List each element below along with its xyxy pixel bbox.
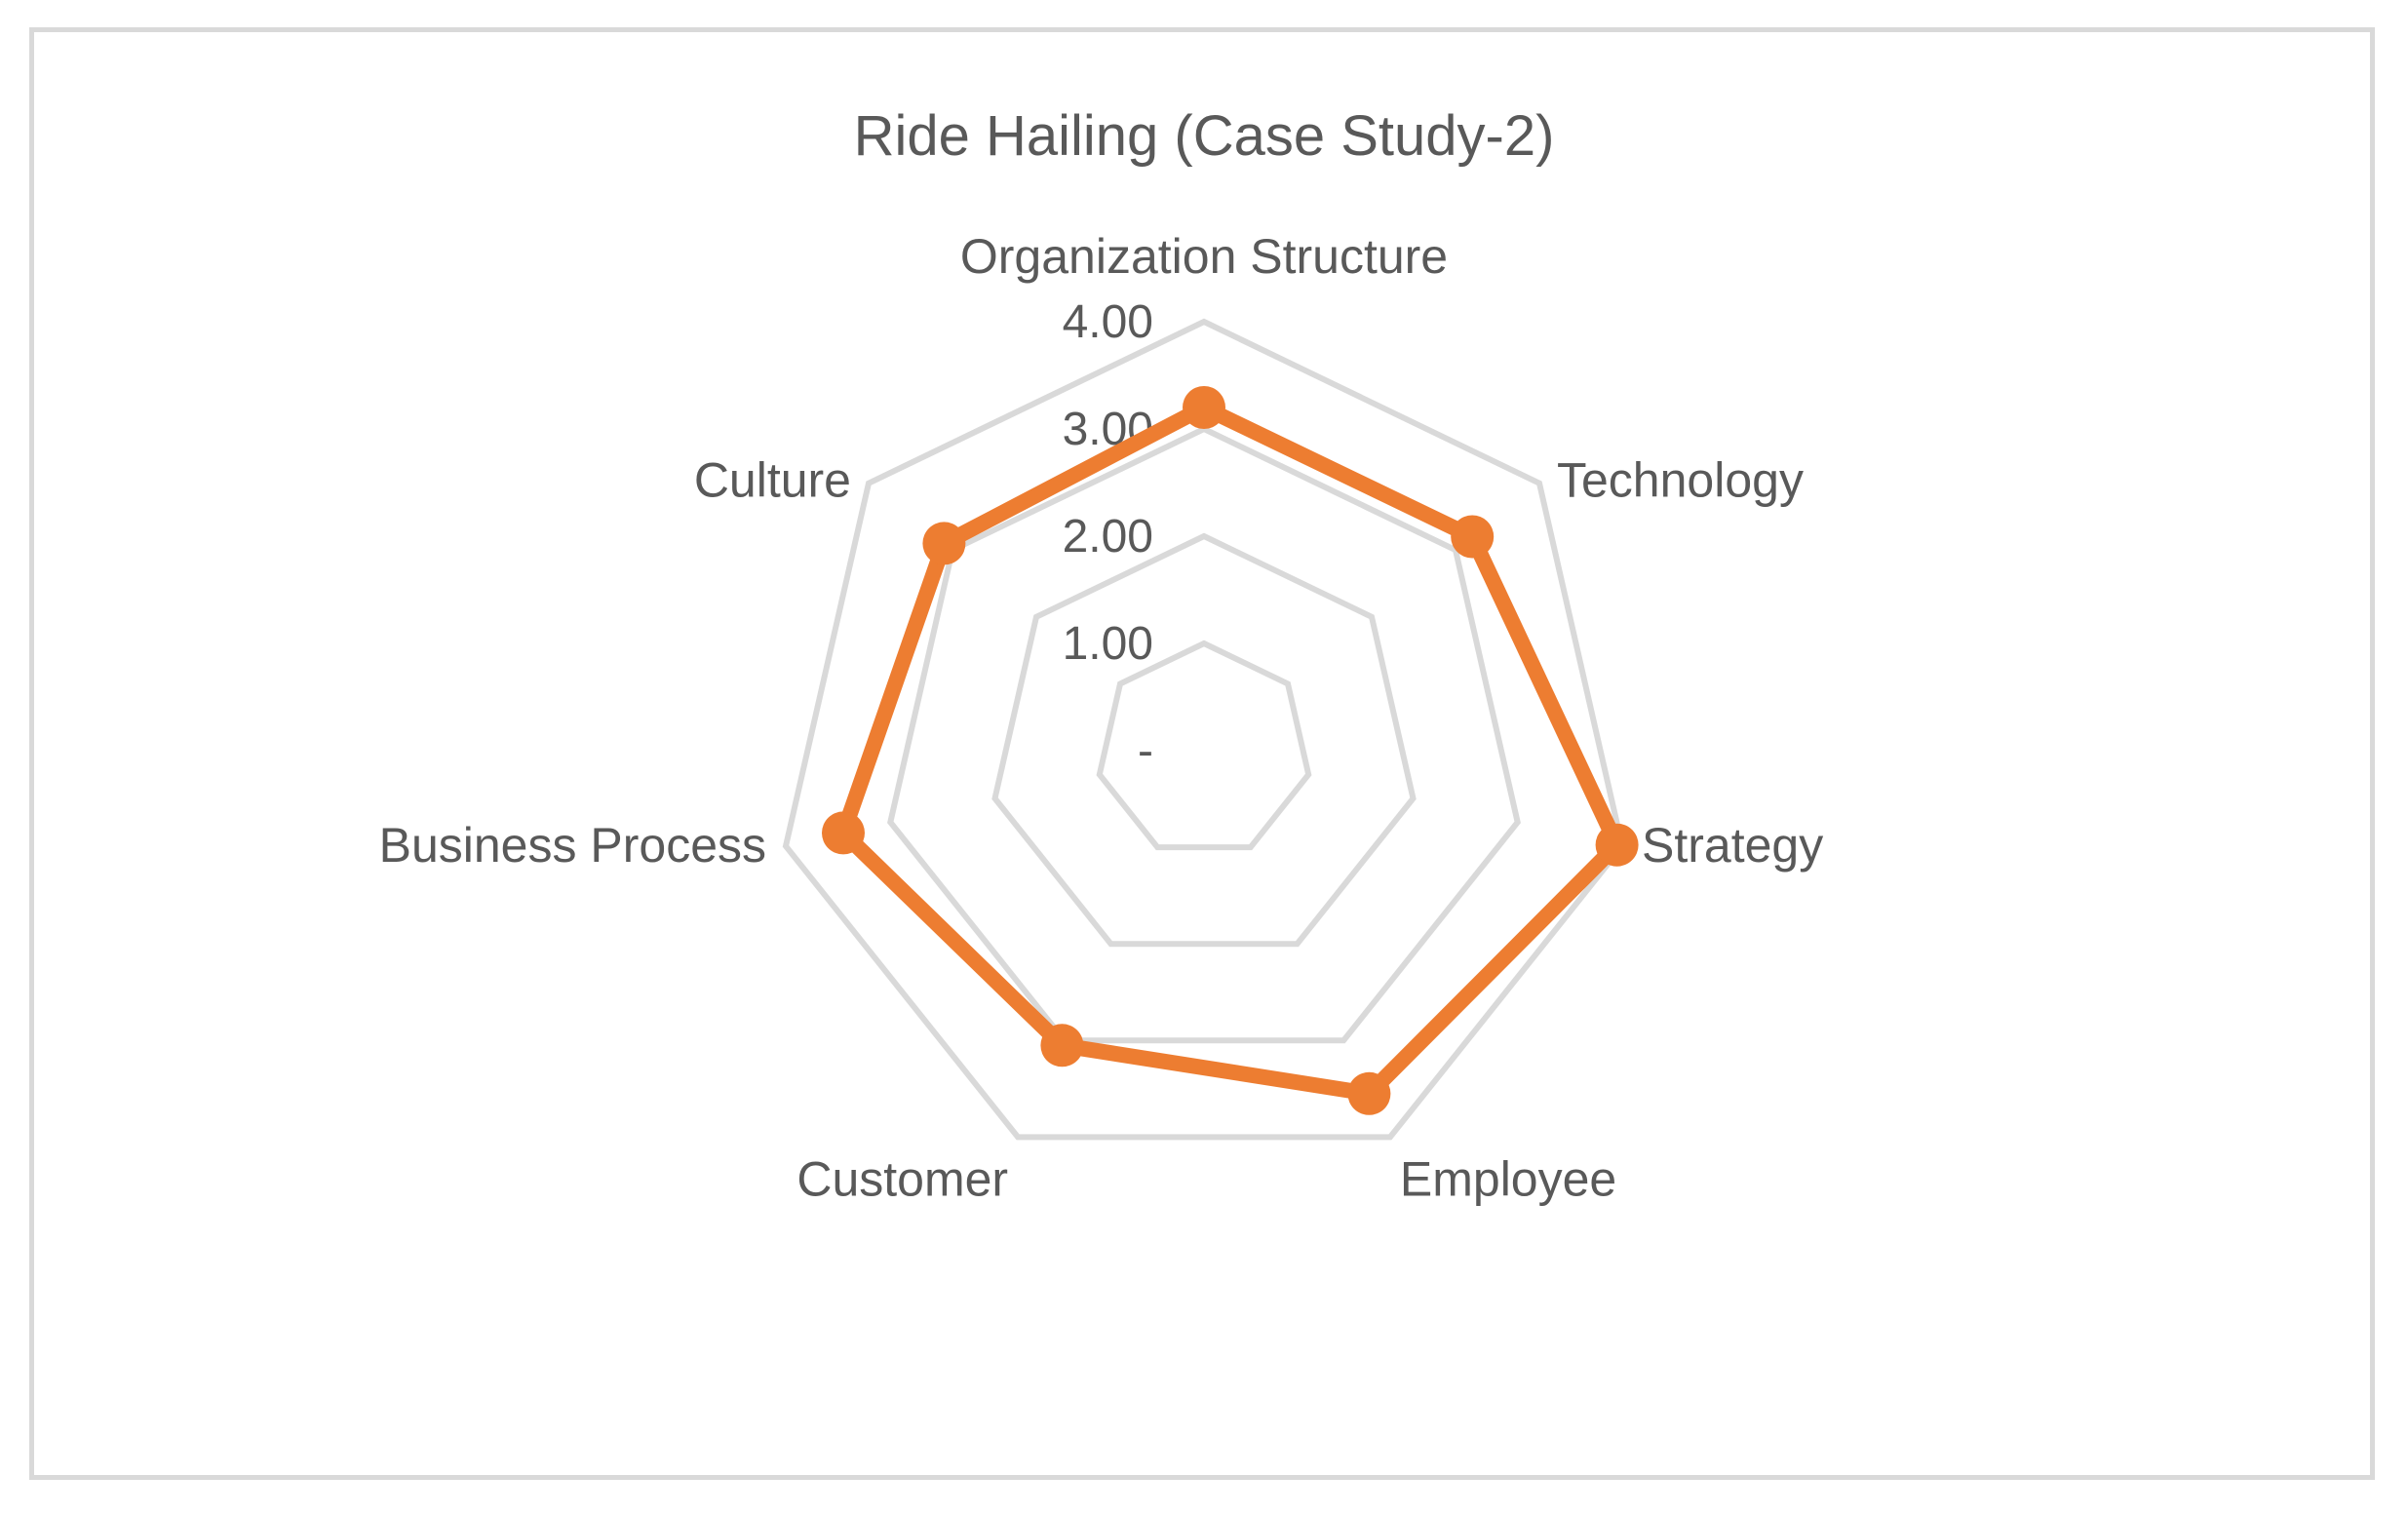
category-label: Organization Structure [960, 229, 1448, 284]
tick-label: 2.00 [1063, 511, 1153, 563]
category-label: Technology [1557, 453, 1804, 508]
data-point [1595, 823, 1639, 867]
tick-label: 4.00 [1063, 296, 1153, 348]
data-point [1347, 1071, 1391, 1115]
category-label: Employee [1400, 1151, 1616, 1206]
data-point [1183, 386, 1225, 429]
tick-label: - [1138, 725, 1153, 777]
grid-layer [782, 318, 1626, 1141]
series-line [835, 400, 1625, 1102]
chart-frame [29, 27, 2375, 1480]
category-labels: Organization Structure Technology Strategy… [379, 229, 1824, 1206]
data-point [822, 811, 865, 855]
category-label: Customer [796, 1151, 1008, 1206]
grid-ring-4 [782, 318, 1626, 1141]
data-point [1040, 1024, 1084, 1068]
grid-ring-2 [991, 532, 1417, 948]
category-label: Culture [694, 453, 851, 508]
category-label: Strategy [1642, 818, 1823, 873]
tick-label: 1.00 [1063, 618, 1153, 670]
tick-labels: -1.002.003.004.00 [1063, 296, 1153, 777]
chart-title: Ride Hailing (Case Study-2) [854, 104, 1555, 168]
series-layer [822, 386, 1639, 1115]
grid-ring-1 [1096, 640, 1312, 851]
grid-ring-3 [887, 425, 1521, 1044]
category-label: Business Process [379, 818, 766, 873]
data-point [1451, 515, 1495, 559]
data-point [922, 522, 966, 565]
